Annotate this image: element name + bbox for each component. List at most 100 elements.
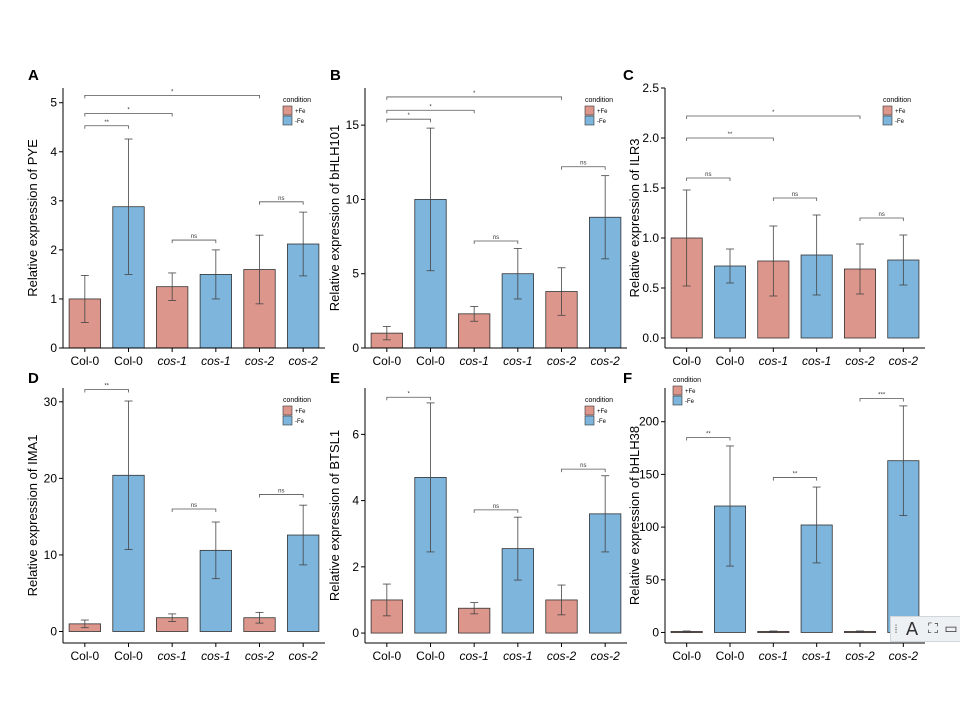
- shape-tool-icon[interactable]: ⛶: [928, 621, 938, 637]
- legend-swatch: [282, 115, 293, 126]
- x-tick-label: cos-1: [459, 649, 488, 663]
- x-tick-label: cos-1: [802, 354, 831, 368]
- legend-swatch: [672, 395, 683, 406]
- y-tick-label: 0: [50, 625, 57, 639]
- legend: condition +Fe -Fe: [282, 397, 311, 426]
- significance-label: **: [728, 132, 733, 138]
- y-tick-label: 5: [352, 267, 359, 281]
- x-tick-label: Col-0: [70, 649, 99, 663]
- x-tick-label: cos-1: [503, 354, 532, 368]
- significance-label: *: [429, 104, 432, 110]
- legend: condition +Fe -Fe: [282, 97, 311, 126]
- significance-bracket: [171, 508, 217, 512]
- y-tick-label: 200: [639, 415, 659, 429]
- significance-label: ns: [580, 463, 586, 469]
- y-axis-label: Relative expression of PYE: [25, 139, 40, 297]
- text-tool-icon[interactable]: A: [905, 618, 919, 640]
- y-tick-label: 1: [50, 292, 57, 306]
- significance-bracket: [386, 396, 431, 401]
- significance-bracket: [561, 468, 606, 473]
- panel-letter: F: [623, 370, 632, 387]
- significance-bracket: [772, 197, 818, 201]
- x-tick-label: cos-2: [288, 649, 318, 663]
- significance-label: **: [104, 120, 109, 126]
- x-tick-label: cos-1: [157, 354, 186, 368]
- legend-title: condition: [585, 97, 613, 104]
- x-tick-label: Col-0: [716, 354, 745, 368]
- x-tick-label: Col-0: [114, 649, 143, 663]
- significance-label: ns: [493, 504, 499, 510]
- y-axis-label: Relative expression of bHLH38: [627, 426, 642, 605]
- significance-bracket: [686, 115, 861, 119]
- significance-label: *: [772, 110, 775, 116]
- y-tick-label: 2: [352, 560, 359, 574]
- panel-letter: E: [330, 370, 340, 387]
- y-tick-label: 10: [44, 548, 58, 562]
- more-tool-icon[interactable]: ▭: [944, 621, 958, 637]
- legend: condition +Fe -Fe: [584, 397, 613, 426]
- x-tick-label: cos-2: [245, 649, 275, 663]
- x-tick-label: Col-0: [716, 649, 745, 663]
- significance-bracket: [561, 166, 606, 170]
- legend-label: -Fe: [685, 399, 695, 405]
- x-tick-label: Col-0: [416, 649, 445, 663]
- x-tick-label: cos-2: [288, 354, 318, 368]
- legend-label: +Fe: [295, 409, 306, 415]
- x-tick-label: cos-2: [845, 354, 875, 368]
- x-tick-label: cos-1: [759, 649, 788, 663]
- floating-toolbar[interactable]: ⁞ A ⛶ ▭: [890, 616, 960, 642]
- legend-swatch: [282, 405, 293, 416]
- legend-label: -Fe: [895, 119, 905, 125]
- legend: condition +Fe -Fe: [584, 97, 613, 126]
- significance-bracket: [772, 477, 818, 481]
- y-tick-label: 5: [50, 96, 57, 110]
- significance-label: ns: [705, 172, 711, 178]
- x-tick-label: cos-2: [590, 649, 620, 663]
- y-tick-label: 4: [352, 494, 359, 508]
- legend-label: -Fe: [597, 419, 607, 425]
- panel-letter: C: [623, 67, 634, 84]
- panel-letter: D: [28, 370, 39, 387]
- significance-bracket: [386, 118, 431, 123]
- y-axis-label: Relative expression of BTSL1: [327, 430, 342, 601]
- significance-bracket: [84, 125, 129, 129]
- legend-swatch: [584, 405, 595, 416]
- significance-bracket: [386, 109, 475, 114]
- significance-bracket: [84, 389, 129, 393]
- x-tick-label: cos-1: [157, 649, 186, 663]
- y-tick-label: 2.0: [642, 131, 659, 145]
- significance-label: *: [407, 113, 410, 119]
- significance-label: *: [127, 108, 130, 114]
- toolbar-grip-icon[interactable]: ⁞: [894, 622, 898, 636]
- y-tick-label: 6: [352, 427, 359, 441]
- legend-label: +Fe: [597, 409, 608, 415]
- significance-bracket: [171, 239, 217, 244]
- legend-title: condition: [585, 397, 613, 404]
- significance-label: ***: [878, 393, 886, 399]
- legend-title: condition: [283, 97, 311, 104]
- legend-label: -Fe: [597, 119, 607, 125]
- significance-bracket: [259, 494, 304, 498]
- significance-label: *: [407, 391, 410, 397]
- legend: condition +Fe -Fe: [882, 97, 911, 126]
- legend-swatch: [882, 115, 893, 126]
- significance-label: ns: [278, 196, 284, 202]
- x-tick-label: cos-2: [547, 354, 577, 368]
- x-tick-label: Col-0: [416, 354, 445, 368]
- significance-bracket: [386, 96, 562, 100]
- y-axis-label: Relative expression of IMA1: [25, 435, 40, 597]
- x-tick-label: cos-2: [889, 649, 919, 663]
- significance-label: **: [104, 384, 109, 390]
- y-tick-label: 0: [352, 341, 359, 355]
- y-tick-label: 0.5: [642, 281, 659, 295]
- bar: [199, 274, 232, 349]
- legend-label: +Fe: [597, 109, 608, 115]
- y-tick-label: 10: [346, 192, 360, 206]
- x-tick-label: cos-2: [845, 649, 875, 663]
- panel-letter: A: [28, 67, 39, 84]
- panel-D: D Relative expression of IMA1 ** ns ns 0 10 20 3…: [25, 370, 325, 663]
- y-tick-label: 15: [346, 118, 360, 132]
- legend-label: +Fe: [895, 109, 906, 115]
- legend-swatch: [584, 105, 595, 116]
